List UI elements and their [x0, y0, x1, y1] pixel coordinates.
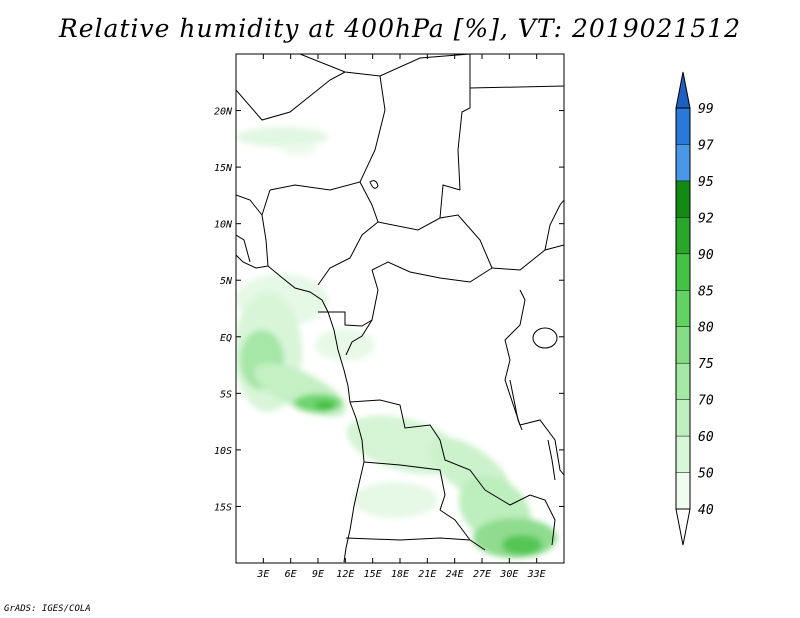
border-libya-chad — [457, 54, 471, 191]
border-burkina — [236, 234, 251, 263]
colorbar-label: 99 — [698, 102, 714, 117]
border-car-congo — [371, 261, 493, 283]
west-african-coast — [236, 254, 365, 563]
coastlines-borders — [236, 54, 564, 563]
colorbar-label: 97 — [698, 138, 714, 153]
colorbar-segment — [676, 253, 690, 291]
lon-tick-label: 30E — [499, 569, 518, 580]
lon-tick-label: 6E — [285, 569, 297, 580]
lon-tick-label: 9E — [312, 569, 324, 580]
colorbar-segment — [676, 180, 690, 218]
grads-credit: GrADS: IGES/COLA — [4, 604, 91, 614]
lat-tick-label: 15N — [214, 163, 233, 174]
lat-tick-label: 10S — [214, 446, 232, 457]
lake-chad — [369, 180, 379, 189]
border-zambia-zimbabwe — [484, 489, 556, 546]
colorbar-label: 92 — [698, 211, 714, 226]
colorbar-segment — [676, 436, 690, 473]
humid-patch-kalahari — [353, 482, 437, 518]
map-title: Relative humidity at 400hPa [%], VT: 201… — [58, 14, 742, 43]
lake-tanganyika — [509, 379, 523, 431]
lat-tick-label: 15S — [214, 502, 232, 513]
colorbar-segment — [676, 217, 690, 254]
border-algeria-niger — [299, 54, 471, 77]
colorbar-label: 85 — [698, 284, 714, 299]
border-tanzania — [519, 419, 564, 476]
border-congo-drc — [345, 269, 379, 356]
lon-tick-label: 27E — [473, 569, 491, 580]
latitude-axis: 20N 15N 10N 5N EQ 5S 10S 15S — [214, 107, 564, 513]
colorbar-label: 70 — [698, 394, 714, 409]
humid-patch-sahel-2 — [282, 145, 318, 155]
colorbar-segment — [676, 399, 690, 437]
colorbar-segment — [676, 363, 690, 400]
border-namibia — [345, 537, 486, 551]
colorbar-below-arrow — [675, 508, 691, 546]
colorbar-label: 50 — [698, 467, 714, 482]
lat-tick-label: EQ — [220, 333, 232, 344]
colorbar-segment — [676, 290, 690, 327]
humid-patch-sahel — [236, 127, 328, 147]
humid-patch-gabon — [315, 329, 375, 361]
lake-malawi — [547, 439, 556, 481]
colorbar-segment — [676, 108, 690, 145]
lon-tick-label: 21E — [418, 569, 436, 580]
lat-tick-label: 20N — [214, 107, 233, 118]
border-sudan-ethiopia — [544, 199, 564, 251]
colorbar-above-arrow — [675, 71, 691, 109]
lon-tick-label: 18E — [391, 569, 409, 580]
humid-patch-south-core — [502, 535, 542, 555]
border-nigeria-cameroon — [317, 181, 379, 286]
lon-tick-label: 3E — [256, 569, 269, 580]
humid-patch-band-3 — [315, 401, 335, 411]
colorbar-label: 90 — [698, 248, 714, 263]
lon-tick-label: 24E — [446, 569, 464, 580]
colorbar-label: 60 — [698, 430, 714, 445]
colorbar-label: 40 — [698, 503, 714, 518]
colorbar-label: 95 — [698, 175, 714, 190]
colorbar-segment — [676, 144, 690, 181]
lat-tick-label: 10N — [214, 220, 233, 231]
border-benin-togo — [261, 214, 269, 267]
border-zambia-angola-east — [439, 509, 471, 541]
lon-tick-label: 15E — [364, 569, 382, 580]
colorbar-segment — [676, 472, 690, 509]
longitude-axis: 3E 6E 9E 12E 15E 18E 21E 24E 27E 30E 33E — [256, 54, 546, 580]
lake-victoria — [532, 327, 558, 349]
border-mali — [236, 189, 271, 217]
border-gabon — [318, 311, 373, 327]
colorbar: 40 50 60 70 75 80 85 90 92 95 97 99 — [675, 71, 714, 546]
border-sudan-south — [491, 244, 564, 271]
lon-tick-label: 33E — [527, 569, 546, 580]
humidity-shading — [236, 127, 557, 558]
border-mali-niger — [236, 71, 346, 121]
border-egypt-sudan — [469, 85, 564, 89]
colorbar-label: 80 — [698, 321, 714, 336]
lon-tick-label: 12E — [336, 569, 354, 580]
lakes — [369, 180, 558, 481]
border-sudan-chad — [439, 184, 461, 219]
colorbar-label: 75 — [698, 357, 714, 372]
border-chad-car — [377, 214, 493, 269]
border-drc-east — [504, 289, 526, 426]
border-angola-zambia — [363, 461, 446, 511]
border-drc-angola — [349, 399, 486, 491]
lat-tick-label: 5N — [220, 276, 233, 287]
lat-tick-label: 5S — [220, 389, 232, 400]
colorbar-segment — [676, 326, 690, 364]
